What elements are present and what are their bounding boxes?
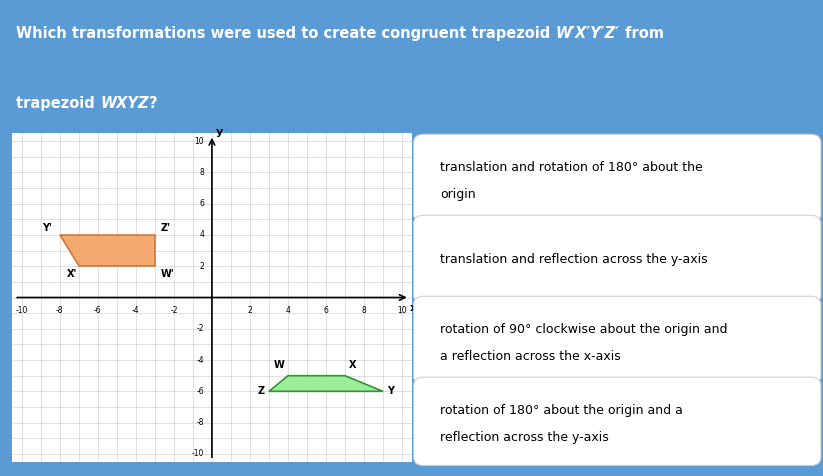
Text: -8: -8 — [197, 418, 204, 427]
Text: translation and rotation of 180° about the: translation and rotation of 180° about t… — [439, 161, 703, 174]
Text: X': X' — [67, 268, 77, 278]
Text: 2: 2 — [199, 262, 204, 271]
Text: Z': Z' — [160, 223, 170, 233]
Text: -6: -6 — [197, 387, 204, 396]
Text: W: W — [273, 360, 284, 370]
Text: Y': Y' — [43, 223, 53, 233]
Text: 8: 8 — [361, 306, 366, 315]
Text: -2: -2 — [170, 306, 178, 315]
Text: rotation of 90° clockwise about the origin and: rotation of 90° clockwise about the orig… — [439, 323, 728, 336]
Text: -2: -2 — [197, 324, 204, 333]
Text: 6: 6 — [199, 199, 204, 208]
Text: -4: -4 — [132, 306, 140, 315]
FancyBboxPatch shape — [414, 134, 821, 223]
Text: X: X — [349, 360, 356, 370]
Text: W′X′Y′Z′: W′X′Y′Z′ — [556, 26, 620, 41]
Text: rotation of 180° about the origin and a: rotation of 180° about the origin and a — [439, 404, 683, 417]
FancyBboxPatch shape — [414, 215, 821, 304]
Text: 10: 10 — [398, 306, 407, 315]
Polygon shape — [60, 235, 155, 266]
Polygon shape — [269, 376, 383, 391]
Text: W': W' — [160, 268, 174, 278]
Text: x: x — [410, 303, 417, 313]
Text: Z: Z — [258, 386, 265, 396]
Text: WXYZ: WXYZ — [100, 96, 149, 111]
Text: 8: 8 — [199, 168, 204, 177]
Text: -10: -10 — [192, 449, 204, 458]
FancyBboxPatch shape — [414, 377, 821, 466]
Text: Which transformations were used to create congruent trapezoid: Which transformations were used to creat… — [16, 26, 556, 41]
Text: ?: ? — [149, 96, 157, 111]
Text: Y: Y — [387, 386, 393, 396]
Text: 6: 6 — [323, 306, 328, 315]
FancyBboxPatch shape — [414, 296, 821, 385]
Text: -6: -6 — [94, 306, 102, 315]
Text: 4: 4 — [199, 230, 204, 239]
Text: from: from — [620, 26, 664, 41]
Text: origin: origin — [439, 188, 476, 201]
Text: 10: 10 — [195, 137, 204, 146]
Text: y: y — [216, 127, 223, 137]
Text: -4: -4 — [197, 356, 204, 365]
Text: trapezoid: trapezoid — [16, 96, 100, 111]
Text: a reflection across the x-axis: a reflection across the x-axis — [439, 350, 621, 363]
Text: -8: -8 — [56, 306, 63, 315]
Text: translation and reflection across the y-axis: translation and reflection across the y-… — [439, 253, 708, 266]
Text: -10: -10 — [16, 306, 28, 315]
Text: 2: 2 — [248, 306, 253, 315]
Text: reflection across the y-axis: reflection across the y-axis — [439, 431, 608, 444]
Text: 4: 4 — [286, 306, 291, 315]
